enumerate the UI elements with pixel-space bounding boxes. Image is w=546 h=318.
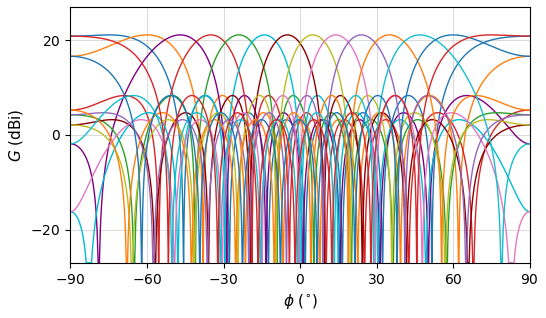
X-axis label: $\phi$ ($^{\circ}$): $\phi$ ($^{\circ}$) <box>283 292 317 311</box>
Y-axis label: $G$ (dBi): $G$ (dBi) <box>7 108 25 162</box>
